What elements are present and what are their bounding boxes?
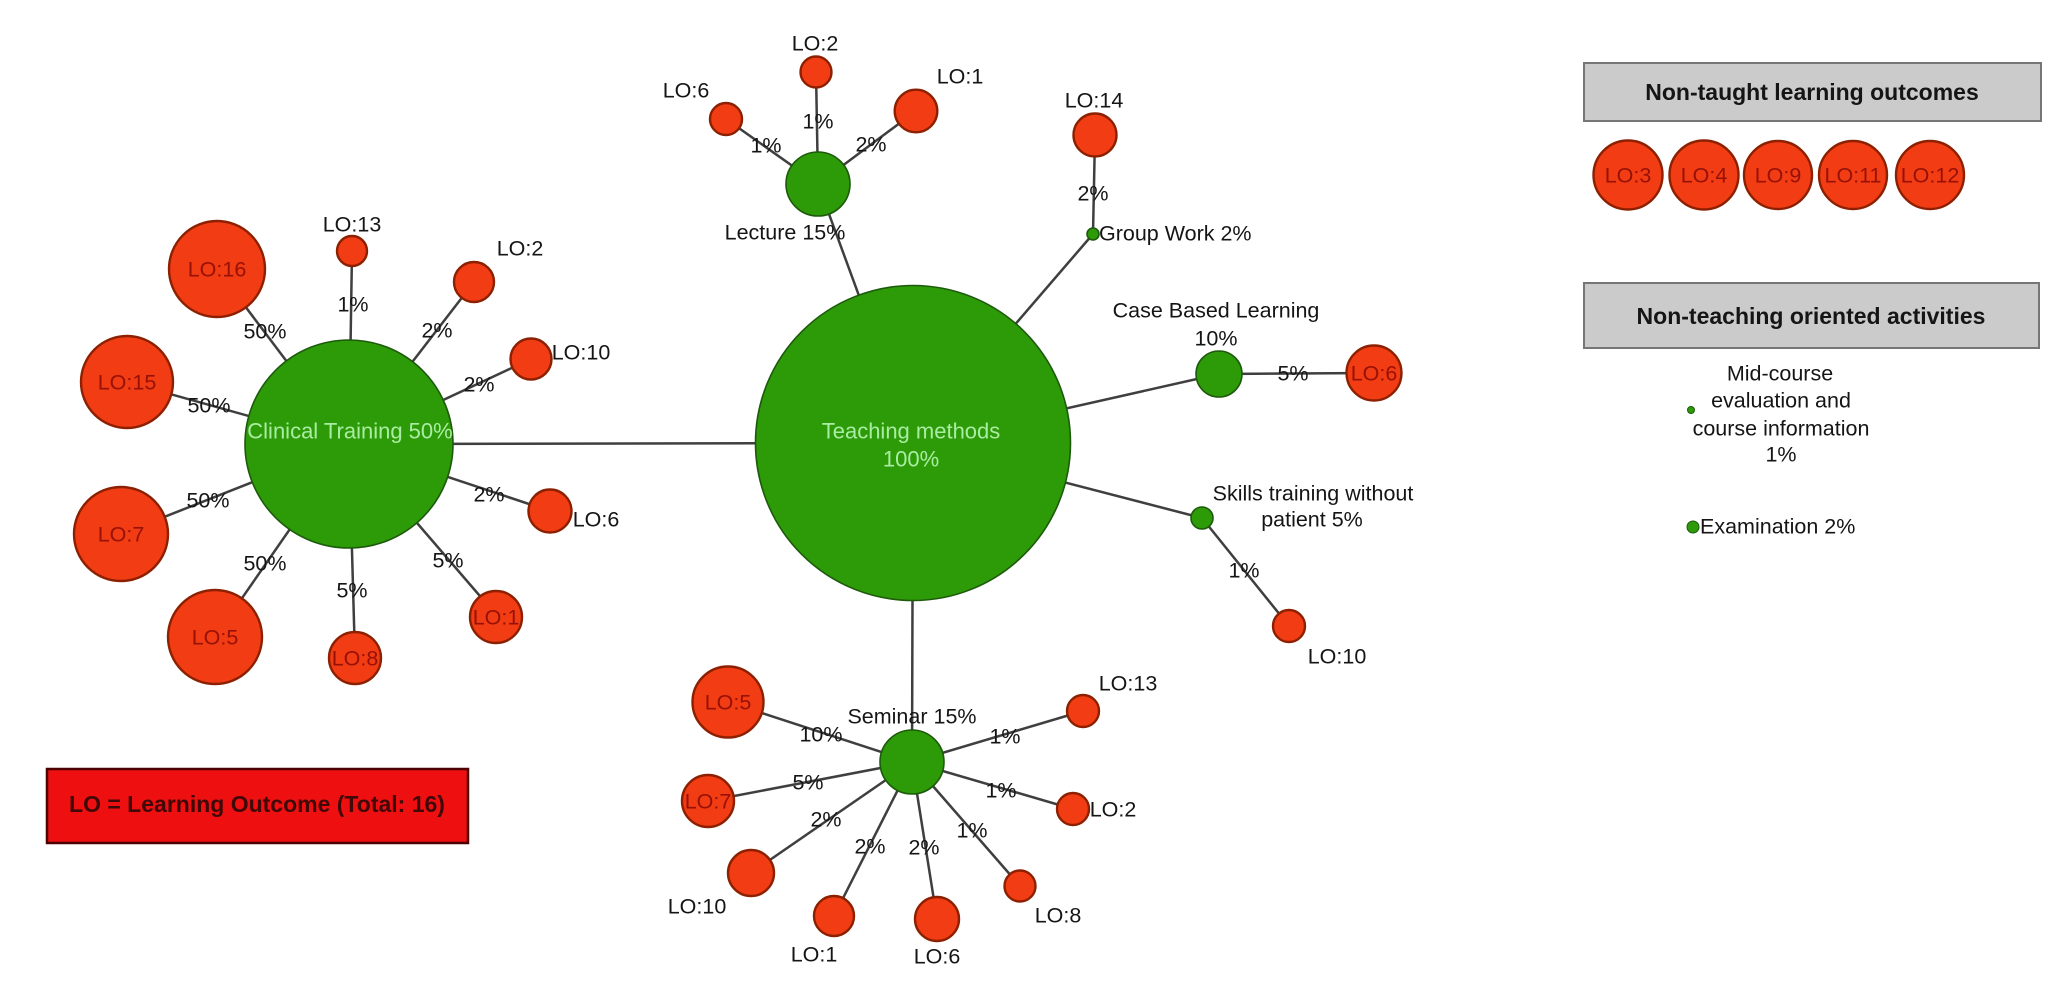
svg-text:LO:6: LO:6 <box>1351 362 1398 386</box>
svg-text:5%: 5% <box>336 579 367 603</box>
svg-text:1%: 1% <box>750 134 781 158</box>
svg-text:2%: 2% <box>421 319 452 343</box>
svg-text:LO:10: LO:10 <box>668 895 727 919</box>
svg-text:LO:7: LO:7 <box>685 790 732 814</box>
svg-text:1%: 1% <box>1765 443 1796 467</box>
svg-text:LO = Learning Outcome (Total:: LO = Learning Outcome (Total: 16) <box>69 791 445 817</box>
svg-text:LO:8: LO:8 <box>1035 904 1082 928</box>
svg-text:2%: 2% <box>855 133 886 157</box>
svg-text:Non-teaching oriented activiti: Non-teaching oriented activities <box>1637 303 1986 329</box>
svg-text:10%: 10% <box>1194 327 1237 351</box>
svg-text:2%: 2% <box>473 483 504 507</box>
svg-text:LO:6: LO:6 <box>663 79 710 103</box>
svg-text:LO:15: LO:15 <box>98 371 157 395</box>
svg-text:LO:13: LO:13 <box>323 213 382 237</box>
svg-text:Non-taught learning outcomes: Non-taught learning outcomes <box>1645 79 1979 105</box>
svg-text:1%: 1% <box>985 779 1016 803</box>
svg-text:LO:14: LO:14 <box>1065 89 1124 113</box>
svg-text:LO:2: LO:2 <box>792 32 839 56</box>
svg-text:1%: 1% <box>1228 559 1259 583</box>
svg-text:LO:5: LO:5 <box>705 691 752 715</box>
svg-text:2%: 2% <box>810 808 841 832</box>
svg-text:5%: 5% <box>432 549 463 573</box>
svg-text:Case Based Learning: Case Based Learning <box>1113 299 1320 323</box>
svg-text:Group Work 2%: Group Work 2% <box>1099 222 1252 246</box>
svg-text:LO:16: LO:16 <box>188 258 247 282</box>
svg-text:LO:1: LO:1 <box>937 65 984 89</box>
svg-text:1%: 1% <box>337 293 368 317</box>
svg-text:Seminar 15%: Seminar 15% <box>847 705 976 729</box>
svg-text:Lecture 15%: Lecture 15% <box>725 221 846 245</box>
svg-text:1%: 1% <box>989 725 1020 749</box>
svg-text:2%: 2% <box>908 836 939 860</box>
svg-text:Clinical Training 50%: Clinical Training 50% <box>247 419 452 444</box>
svg-text:2%: 2% <box>854 835 885 859</box>
svg-text:5%: 5% <box>1277 362 1308 386</box>
svg-text:5%: 5% <box>792 771 823 795</box>
svg-text:2%: 2% <box>1077 182 1108 206</box>
svg-text:100%: 100% <box>883 447 939 472</box>
svg-text:course information: course information <box>1693 417 1870 441</box>
svg-text:LO:2: LO:2 <box>1090 798 1137 822</box>
svg-text:LO:10: LO:10 <box>1308 645 1367 669</box>
svg-text:LO:2: LO:2 <box>497 237 544 261</box>
svg-text:patient 5%: patient 5% <box>1261 508 1363 532</box>
svg-text:evaluation and: evaluation and <box>1711 389 1851 413</box>
svg-text:LO:13: LO:13 <box>1099 672 1158 696</box>
svg-text:LO:6: LO:6 <box>573 508 620 532</box>
svg-text:Mid-course: Mid-course <box>1727 362 1833 386</box>
svg-text:LO:12: LO:12 <box>1901 164 1960 188</box>
svg-text:LO:3: LO:3 <box>1605 164 1652 188</box>
svg-text:LO:5: LO:5 <box>192 626 239 650</box>
svg-text:Skills training without: Skills training without <box>1213 482 1414 506</box>
svg-text:Teaching methods: Teaching methods <box>822 419 1001 444</box>
svg-text:50%: 50% <box>186 489 229 513</box>
svg-text:1%: 1% <box>956 819 987 843</box>
svg-text:1%: 1% <box>802 110 833 134</box>
svg-text:2%: 2% <box>463 373 494 397</box>
svg-text:LO:1: LO:1 <box>791 943 838 967</box>
svg-text:50%: 50% <box>187 394 230 418</box>
svg-text:LO:9: LO:9 <box>1755 164 1802 188</box>
svg-text:LO:7: LO:7 <box>98 523 145 547</box>
svg-text:Examination 2%: Examination 2% <box>1700 515 1855 539</box>
svg-text:LO:10: LO:10 <box>552 341 611 365</box>
svg-text:50%: 50% <box>243 552 286 576</box>
svg-text:10%: 10% <box>799 723 842 747</box>
svg-text:50%: 50% <box>243 320 286 344</box>
svg-text:LO:8: LO:8 <box>332 647 379 671</box>
svg-text:LO:4: LO:4 <box>1681 164 1728 188</box>
svg-text:LO:11: LO:11 <box>1825 164 1882 188</box>
svg-text:LO:6: LO:6 <box>914 945 961 969</box>
svg-text:LO:1: LO:1 <box>473 606 520 630</box>
